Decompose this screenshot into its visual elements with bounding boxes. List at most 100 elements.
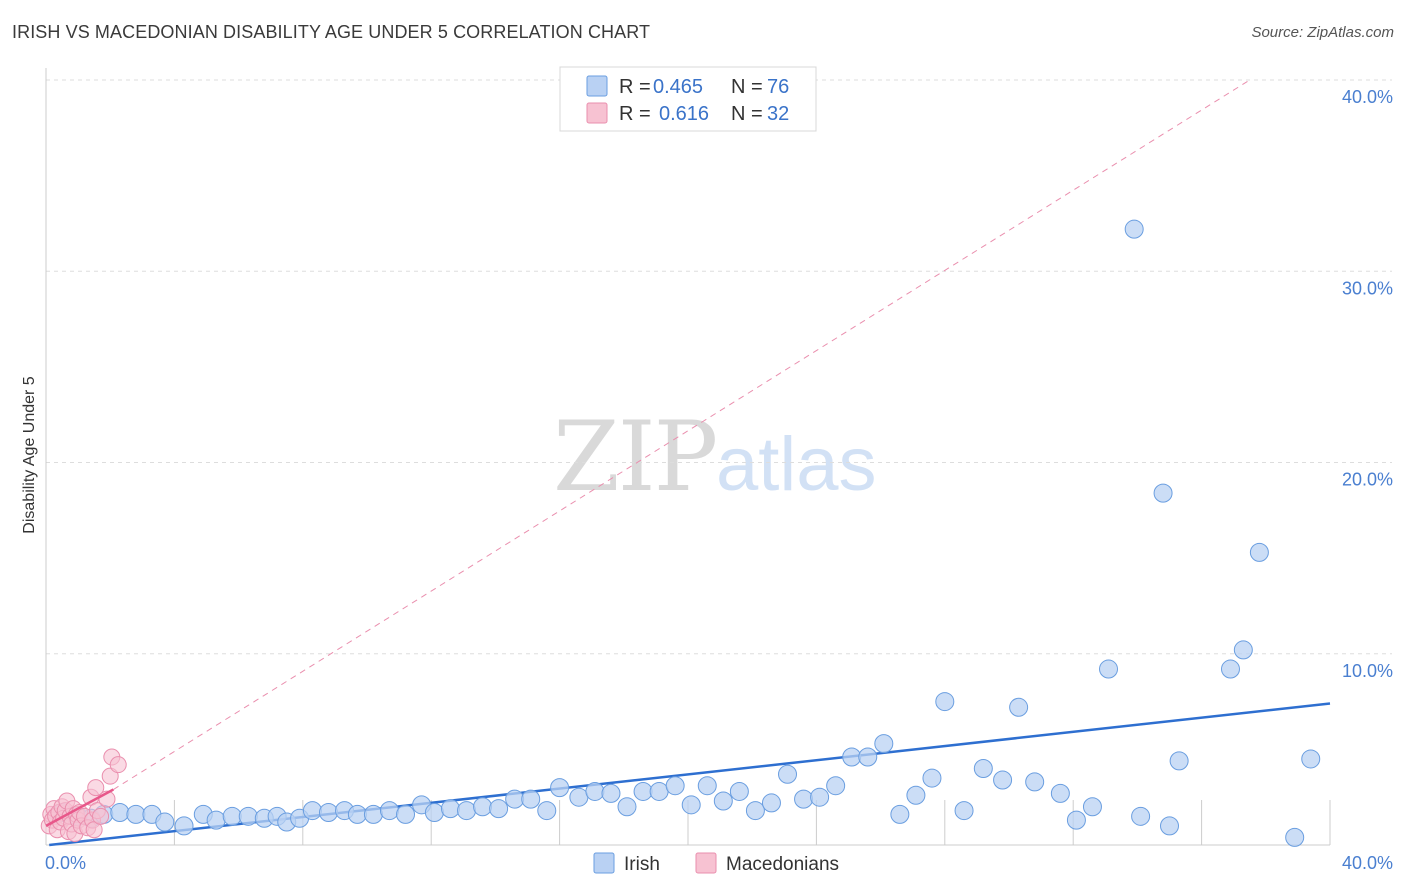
legend-mac-swatch xyxy=(586,102,608,124)
tick-labels: 10.0% 20.0% 30.0% 40.0% 0.0% 40.0% xyxy=(45,87,1393,873)
irish-point-4 xyxy=(110,802,130,822)
irish-point-21 xyxy=(363,804,383,824)
irish-point-22 xyxy=(379,801,399,821)
irish-point-30 xyxy=(505,789,525,809)
irish-point-62 xyxy=(1025,772,1045,792)
irish-point-68 xyxy=(1131,806,1151,826)
irish-point-23 xyxy=(396,804,416,824)
macedonian-trend-extension xyxy=(113,79,1251,790)
irish-point-18 xyxy=(318,802,338,822)
irish-point-7 xyxy=(155,812,175,832)
irish-point-34 xyxy=(569,787,589,807)
watermark-zip: ZIP xyxy=(553,401,716,513)
irish-point-12 xyxy=(238,806,258,826)
legend-irish-swatch xyxy=(586,75,608,97)
chart-title: IRISH VS MACEDONIAN DISABILITY AGE UNDER… xyxy=(12,22,651,42)
correlation-legend: R = 0.465 N = 76 R = 0.616 N = 32 xyxy=(559,66,817,132)
irish-point-28 xyxy=(473,797,493,817)
irish-point-73 xyxy=(1233,640,1253,660)
legend-irish-n-value: 76 xyxy=(767,76,789,98)
irish-point-20 xyxy=(347,804,367,824)
irish-point-10 xyxy=(206,810,226,830)
macedonian-point-32 xyxy=(109,756,127,774)
source-credit: Source: ZipAtlas.com xyxy=(1251,24,1394,41)
irish-point-29 xyxy=(489,799,509,819)
irish-point-11 xyxy=(222,806,242,826)
irish-point-72 xyxy=(1220,659,1240,679)
irish-point-58 xyxy=(954,801,974,821)
legend-mac-r-label: R = xyxy=(619,103,651,125)
legend-mac-n-label: N = xyxy=(731,103,763,125)
irish-point-37 xyxy=(617,797,637,817)
legend-mac-n-value: 32 xyxy=(767,103,789,125)
bottom-legend-irish-label: Irish xyxy=(624,854,660,875)
bottom-legend-mac-swatch xyxy=(695,852,717,874)
macedonian-trend-line xyxy=(45,788,115,827)
y-tick-label-0: 10.0% xyxy=(1342,661,1393,681)
irish-point-53 xyxy=(874,734,894,754)
legend-irish-r-value: 0.465 xyxy=(653,76,703,98)
irish-point-55 xyxy=(906,785,926,805)
irish-point-42 xyxy=(697,776,717,796)
irish-point-38 xyxy=(633,781,653,801)
irish-point-67 xyxy=(1124,219,1144,239)
irish-point-48 xyxy=(794,789,814,809)
irish-point-66 xyxy=(1099,659,1119,679)
y-tick-label-2: 30.0% xyxy=(1342,278,1393,298)
bottom-legend-irish-swatch xyxy=(593,852,615,874)
irish-point-75 xyxy=(1285,827,1305,847)
irish-point-39 xyxy=(649,781,669,801)
irish-point-52 xyxy=(858,747,878,767)
macedonian-point-26 xyxy=(87,779,105,797)
irish-point-44 xyxy=(729,781,749,801)
irish-point-60 xyxy=(993,770,1013,790)
y-tick-label-3: 40.0% xyxy=(1342,87,1393,107)
irish-points xyxy=(52,219,1321,847)
series-legend: Irish Macedonians xyxy=(593,852,839,875)
macedonian-point-28 xyxy=(92,807,110,825)
irish-point-35 xyxy=(585,781,605,801)
irish-point-65 xyxy=(1082,797,1102,817)
irish-point-69 xyxy=(1153,483,1173,503)
irish-point-59 xyxy=(973,759,993,778)
irish-point-45 xyxy=(745,801,765,821)
irish-point-5 xyxy=(126,804,146,824)
irish-point-50 xyxy=(826,776,846,796)
irish-point-26 xyxy=(440,799,460,819)
x-tick-label-max: 40.0% xyxy=(1342,853,1393,873)
irish-point-43 xyxy=(713,791,733,811)
irish-point-31 xyxy=(521,789,541,809)
irish-point-54 xyxy=(890,804,910,824)
irish-point-74 xyxy=(1249,542,1269,562)
y-tick-label-1: 20.0% xyxy=(1342,470,1393,490)
irish-point-61 xyxy=(1009,697,1029,717)
irish-point-47 xyxy=(778,764,798,784)
irish-point-76 xyxy=(1301,749,1321,769)
watermark-atlas: atlas xyxy=(716,422,877,507)
irish-point-32 xyxy=(537,801,557,821)
irish-point-27 xyxy=(457,801,477,821)
irish-point-46 xyxy=(761,793,781,813)
irish-point-70 xyxy=(1160,816,1179,836)
bottom-legend-mac-label: Macedonians xyxy=(726,854,839,875)
legend-irish-n-label: N = xyxy=(731,76,763,98)
irish-point-36 xyxy=(601,783,621,803)
irish-point-56 xyxy=(922,768,942,788)
irish-point-57 xyxy=(935,692,955,712)
irish-point-49 xyxy=(810,787,830,807)
irish-point-71 xyxy=(1169,751,1189,771)
x-tick-label-min: 0.0% xyxy=(45,853,86,873)
watermark: ZIP atlas xyxy=(553,401,877,513)
legend-mac-r-value: 0.616 xyxy=(659,103,709,125)
irish-point-41 xyxy=(681,795,701,815)
y-axis-label: Disability Age Under 5 xyxy=(21,376,38,534)
irish-point-8 xyxy=(174,816,194,836)
irish-point-17 xyxy=(302,801,322,821)
irish-point-51 xyxy=(842,747,862,767)
irish-point-25 xyxy=(424,802,444,822)
irish-point-63 xyxy=(1050,783,1070,803)
macedonian-points xyxy=(40,748,127,843)
irish-point-33 xyxy=(550,778,570,798)
legend-irish-r-label: R = xyxy=(619,76,651,98)
